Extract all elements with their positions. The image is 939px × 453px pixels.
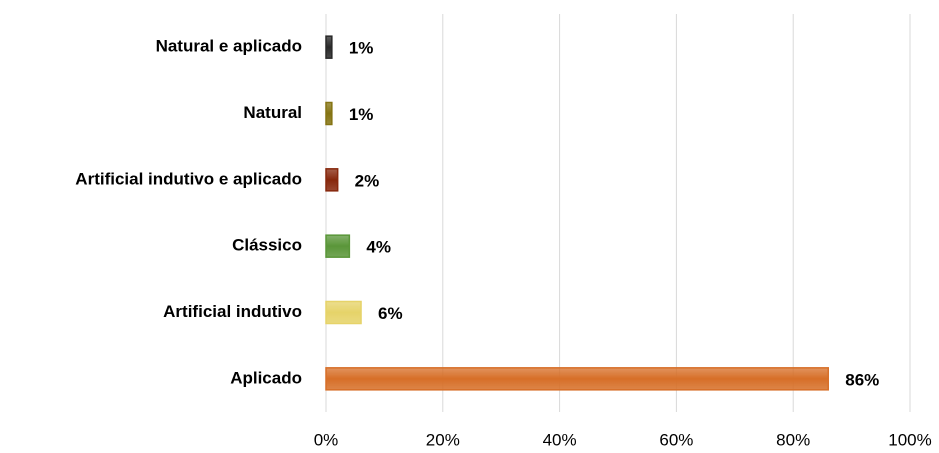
y-tick-label: Artificial indutivo e aplicado bbox=[75, 169, 302, 188]
value-label: 1% bbox=[349, 39, 374, 58]
bar bbox=[325, 35, 333, 59]
bar bbox=[325, 367, 829, 391]
value-label: 2% bbox=[355, 171, 380, 190]
y-tick-label: Natural bbox=[243, 103, 302, 122]
x-tick-label: 80% bbox=[776, 430, 810, 449]
x-tick-label: 0% bbox=[314, 430, 339, 449]
bar bbox=[325, 300, 362, 325]
bar bbox=[325, 234, 351, 258]
value-label: 6% bbox=[378, 304, 403, 323]
x-tick-label: 100% bbox=[888, 430, 931, 449]
x-tick-label: 60% bbox=[659, 430, 693, 449]
y-tick-label: Natural e aplicado bbox=[156, 37, 302, 56]
x-tick-label: 20% bbox=[426, 430, 460, 449]
y-tick-label: Clássico bbox=[232, 236, 302, 255]
x-tick-label: 40% bbox=[543, 430, 577, 449]
value-label: 86% bbox=[845, 370, 879, 389]
bar bbox=[325, 101, 333, 126]
y-tick-label: Aplicado bbox=[230, 368, 302, 387]
y-tick-label: Artificial indutivo bbox=[163, 302, 302, 321]
value-label: 1% bbox=[349, 105, 374, 124]
value-label: 4% bbox=[366, 238, 391, 257]
bar bbox=[325, 168, 339, 192]
